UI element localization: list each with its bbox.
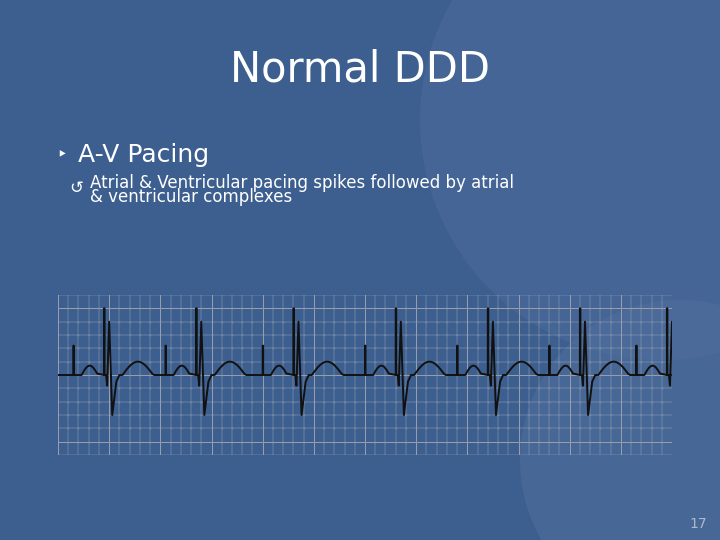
Text: & ventricular complexes: & ventricular complexes [90,188,292,206]
Text: ‣: ‣ [57,146,67,164]
Circle shape [520,300,720,540]
Text: Normal DDD: Normal DDD [230,49,490,91]
Text: ↺: ↺ [69,179,83,197]
Text: Atrial & Ventricular pacing spikes followed by atrial: Atrial & Ventricular pacing spikes follo… [90,174,514,192]
Text: A-V Pacing: A-V Pacing [78,143,209,167]
Text: 17: 17 [689,517,707,531]
Circle shape [420,0,720,360]
